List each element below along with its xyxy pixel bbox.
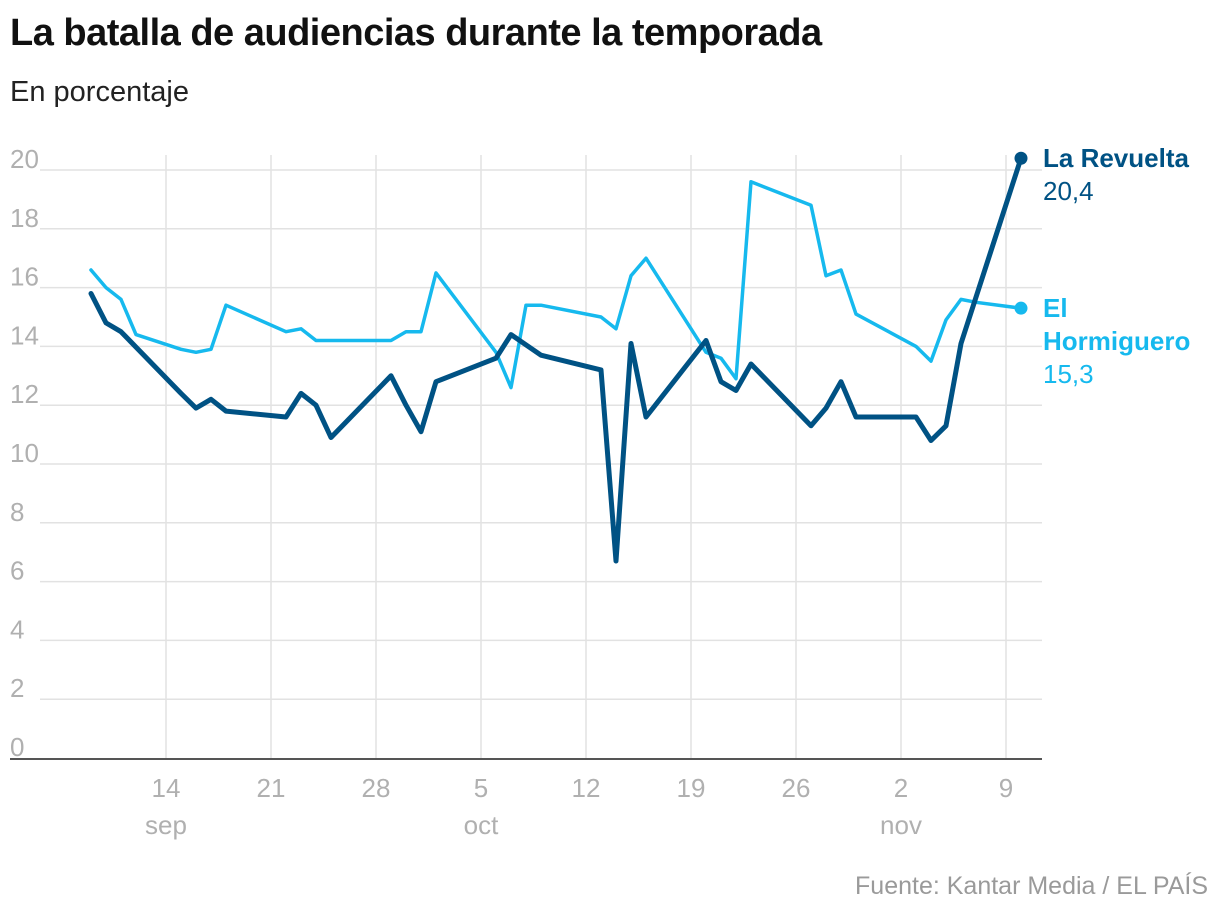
y-tick-label: 4 xyxy=(10,614,24,644)
x-month-label: sep xyxy=(145,810,187,840)
series-label: El xyxy=(1043,293,1068,323)
end-point-el-hormiguero xyxy=(1014,301,1028,315)
x-tick-label: 5 xyxy=(474,773,488,803)
series-line-la-revuelta xyxy=(88,155,1024,564)
y-tick-label: 0 xyxy=(10,732,24,762)
y-tick-label: 20 xyxy=(10,144,39,174)
source-note: Fuente: Kantar Media / EL PAÍS xyxy=(855,872,1208,900)
y-tick-label: 18 xyxy=(10,203,39,233)
y-axis-tick-labels: 0 2 4 6 8 10 12 14 16 18 20 xyxy=(10,144,39,762)
y-tick-label: 14 xyxy=(10,320,39,350)
x-tick-label: 9 xyxy=(999,773,1013,803)
x-month-label: oct xyxy=(464,810,499,840)
x-tick-label: 19 xyxy=(677,773,706,803)
series-label: Hormiguero xyxy=(1043,326,1190,356)
y-tick-label: 6 xyxy=(10,556,24,586)
grid-lines xyxy=(40,155,1042,758)
series-value-label: 20,4 xyxy=(1043,176,1094,206)
x-month-label: nov xyxy=(880,810,922,840)
x-tick-label: 28 xyxy=(362,773,391,803)
series-lines xyxy=(88,151,1028,564)
y-tick-label: 12 xyxy=(10,379,39,409)
series-value-label: 15,3 xyxy=(1043,359,1094,389)
y-tick-label: 16 xyxy=(10,262,39,292)
x-axis-tick-labels: 14 sep 21 28 5 oct 12 19 26 2 nov 9 xyxy=(145,773,1013,840)
x-tick-label: 2 xyxy=(894,773,908,803)
series-line-el-hormiguero xyxy=(89,180,1023,390)
x-tick-label: 21 xyxy=(257,773,286,803)
end-point-la-revuelta xyxy=(1014,151,1028,165)
x-tick-label: 12 xyxy=(572,773,601,803)
y-tick-label: 2 xyxy=(10,673,24,703)
x-tick-label: 14 xyxy=(152,773,181,803)
x-tick-label: 26 xyxy=(782,773,811,803)
y-tick-label: 8 xyxy=(10,497,24,527)
y-tick-label: 10 xyxy=(10,438,39,468)
chart-title: La batalla de audiencias durante la temp… xyxy=(10,12,822,54)
chart-subtitle: En porcentaje xyxy=(10,76,189,108)
series-label: La Revuelta xyxy=(1043,143,1189,173)
